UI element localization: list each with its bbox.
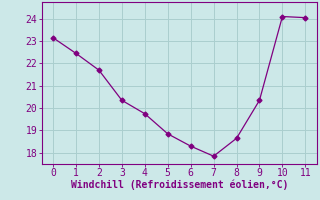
X-axis label: Windchill (Refroidissement éolien,°C): Windchill (Refroidissement éolien,°C) (70, 180, 288, 190)
